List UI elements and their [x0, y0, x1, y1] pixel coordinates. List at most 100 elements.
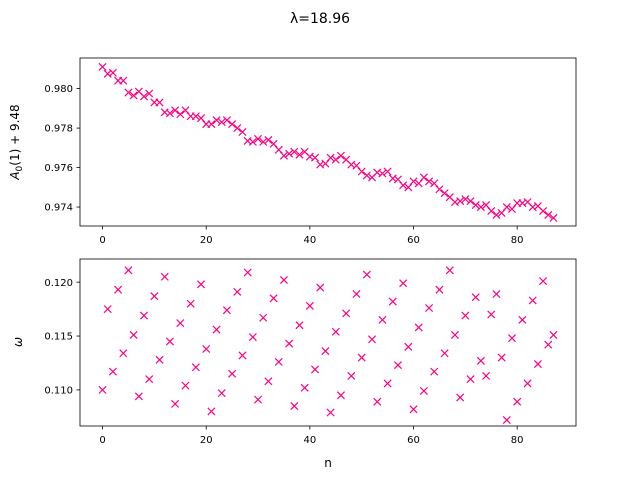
bottom-plot-xlabel: n	[324, 456, 332, 470]
bottom-series-0-point-86	[544, 340, 553, 349]
bottom-series-0-point-36	[285, 339, 294, 348]
top-series-0-point-78	[502, 203, 511, 212]
top-series-0-point-76	[492, 210, 501, 219]
top-series-0-point-87	[549, 213, 558, 222]
bottom-series-0-point-20	[202, 344, 211, 353]
top-plot-x-ticks: 0 20 40 60 80	[99, 226, 524, 246]
top-plot-panel: 0 20 40 60 80 0.974 0.976 0.978 0.980 A0(1) + 9…	[8, 57, 577, 246]
top-series-0-point-37	[290, 147, 299, 156]
bottom-series-0-point-75	[487, 310, 496, 319]
bottom-series-0-point-56	[388, 297, 397, 306]
top-series-0-point-9	[145, 89, 154, 98]
bottom-series-0-point-46	[336, 391, 345, 400]
top-series-0-point-46	[336, 151, 345, 160]
bottom-series-0-point-35	[279, 275, 288, 285]
top-series-0-point-35	[279, 151, 288, 160]
top-series-0-point-62	[419, 173, 428, 182]
figure-title: λ=18.96	[290, 11, 350, 27]
bottom-series-0-point-43	[321, 347, 330, 356]
bottom-plot-y-ticks: 0.110 0.115 0.120	[44, 278, 80, 397]
top-series-0-point-5	[124, 88, 133, 97]
bottom-series-0-point-29	[248, 333, 257, 342]
top-series-0-point-58	[399, 181, 408, 190]
top-series-0-point-24	[222, 116, 231, 125]
top-series-0-point-15	[176, 110, 185, 119]
bottom-series-0-point-61	[414, 323, 423, 332]
bottom-series-0-point-1	[103, 305, 112, 314]
bottom-series-0-point-85	[539, 277, 548, 286]
top-series-0-point-86	[544, 210, 553, 219]
bottom-series-0-point-64	[430, 367, 439, 376]
bottom-series-0-point-51	[362, 270, 371, 279]
bottom-series-0-point-38	[295, 321, 304, 330]
bottom-series-0-point-7	[134, 392, 143, 401]
bottom-plot-frame	[79, 258, 577, 427]
top-series-0-point-21	[207, 120, 216, 129]
bottom-series-0-point-66	[440, 349, 449, 358]
bottom-series-0-point-17	[186, 299, 195, 308]
top-series-0-point-51	[362, 171, 371, 180]
top-series-0-point-4	[119, 76, 128, 85]
bottom-series-0-point-16	[181, 381, 190, 390]
top-series-0-point-14	[171, 106, 180, 115]
bottom-series-0-point-30	[254, 395, 263, 404]
bottom-series-0-point-18	[191, 363, 200, 372]
bottom-series-0-point-59	[404, 342, 413, 351]
top-y-tick-label-0: 0.974	[44, 203, 73, 214]
top-series-0-point-44	[326, 153, 335, 162]
top-series-0-point-45	[331, 155, 340, 164]
bottom-series-0-point-3	[114, 285, 123, 294]
top-series-0-point-65	[435, 185, 444, 194]
top-x-tick-label-2: 40	[303, 235, 316, 246]
bottom-plot-markers	[98, 266, 558, 425]
bottom-series-0-point-28	[243, 268, 252, 277]
bottom-series-0-point-40	[305, 301, 314, 310]
bottom-series-0-point-14	[171, 399, 180, 408]
bottom-series-0-point-69	[456, 393, 465, 402]
bottom-y-tick-label-1: 0.115	[44, 332, 73, 343]
bottom-series-0-point-44	[326, 408, 335, 417]
top-series-0-point-0	[98, 62, 107, 71]
bottom-series-0-point-26	[233, 287, 242, 296]
top-series-0-point-72	[471, 201, 480, 210]
bottom-series-0-point-2	[108, 367, 117, 376]
top-series-0-point-71	[466, 197, 475, 206]
bottom-x-tick-label-3: 60	[407, 435, 420, 446]
bottom-series-0-point-34	[274, 357, 283, 366]
bottom-series-0-point-21	[207, 407, 216, 416]
bottom-series-0-point-41	[311, 365, 320, 374]
bottom-series-0-point-8	[139, 311, 149, 320]
bottom-series-0-point-62	[419, 386, 428, 396]
bottom-series-0-point-23	[217, 389, 226, 398]
bottom-series-0-point-84	[533, 360, 542, 369]
top-series-0-point-30	[254, 134, 263, 143]
bottom-plot-panel: 0 20 40 60 80 0.110 0.115 0.120 ω n	[11, 258, 577, 470]
top-series-0-point-26	[233, 124, 242, 133]
top-plot-y-ticks: 0.974 0.976 0.978 0.980	[44, 84, 80, 214]
bottom-series-0-point-25	[228, 369, 237, 378]
top-series-0-point-41	[311, 153, 320, 162]
bottom-series-0-point-73	[476, 356, 485, 365]
top-series-0-point-38	[295, 150, 304, 159]
top-x-tick-label-0: 0	[99, 235, 105, 246]
bottom-series-0-point-15	[176, 319, 185, 328]
bottom-plot-x-ticks: 0 20 40 60 80	[99, 426, 524, 446]
top-series-0-point-36	[285, 149, 294, 158]
bottom-series-0-point-10	[150, 292, 159, 301]
bottom-series-0-point-33	[269, 294, 278, 303]
bottom-series-0-point-45	[331, 327, 340, 336]
top-series-0-point-18	[191, 112, 200, 121]
bottom-series-0-point-83	[528, 296, 537, 305]
bottom-series-0-point-60	[409, 405, 418, 414]
top-series-0-point-13	[165, 109, 174, 118]
bottom-series-0-point-63	[425, 303, 434, 313]
bottom-x-tick-label-4: 80	[511, 435, 524, 446]
top-series-0-point-8	[139, 92, 149, 101]
top-series-0-point-54	[378, 169, 387, 178]
bottom-series-0-point-49	[352, 289, 361, 299]
top-series-0-point-2	[108, 68, 117, 77]
bottom-series-0-point-80	[513, 397, 522, 406]
bottom-series-0-point-37	[290, 402, 299, 411]
bottom-series-0-point-54	[378, 315, 387, 324]
bottom-series-0-point-12	[160, 272, 169, 281]
